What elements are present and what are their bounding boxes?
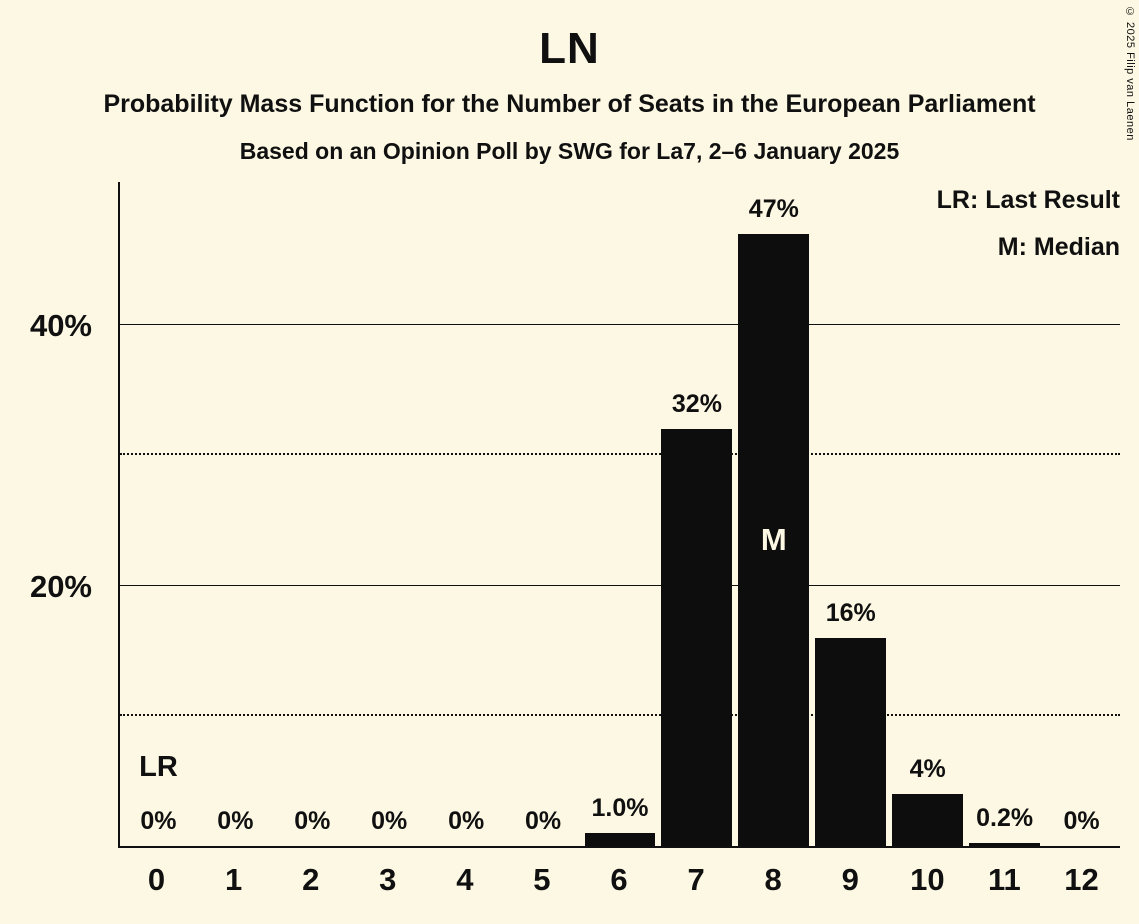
bars-layer: 0% LR 0% 0% 0% 0% 0% 1.0% 32% 47% M 16% 4% 0.2% 0%	[120, 182, 1120, 846]
chart-subtitle: Probability Mass Function for the Number…	[103, 90, 1036, 118]
bar-value-label: 1.0%	[591, 793, 649, 822]
bar-value-label: 47%	[748, 195, 799, 224]
x-axis-tick-label: 9	[841, 862, 859, 897]
x-axis-tick-label: 3	[379, 862, 397, 897]
x-axis-tick-label: 11	[988, 862, 1021, 897]
bar-value-label: 0%	[217, 807, 254, 835]
bar-value-label: 0%	[448, 807, 485, 835]
bar-value-label: 4%	[909, 754, 946, 783]
bar-seats-11[interactable]	[969, 843, 1041, 846]
y-axis-tick-label: 20%	[29, 568, 92, 604]
bar-slot-10: 4%	[889, 182, 966, 846]
x-axis-tick-label: 4	[456, 862, 474, 897]
gridline-30pct	[120, 453, 1120, 456]
grid-layer	[120, 182, 1120, 846]
x-axis-tick-label: 1	[224, 862, 243, 897]
bar-slot-3: 0%	[351, 182, 428, 846]
gridline-10pct	[120, 713, 1120, 716]
bar-slot-8: 47% M	[735, 182, 812, 846]
bar-value-label: 0%	[524, 807, 562, 835]
x-axis-tick-label: 7	[687, 862, 705, 897]
legend-last-result: LR: Last Result	[936, 186, 1120, 214]
bar-slot-11: 0.2%	[966, 182, 1043, 846]
median-marker: M	[760, 522, 787, 558]
legend: LR: Last Result M: Median	[937, 186, 1120, 280]
bar-value-label: 0%	[371, 807, 408, 835]
x-axis-tick-label: 6	[610, 862, 628, 897]
bar-seats-9[interactable]	[815, 637, 887, 846]
bar-value-label: 16%	[825, 598, 876, 627]
bar-value-label: 0%	[1063, 807, 1100, 835]
bar-slot-1: 0%	[197, 182, 274, 846]
bar-slot-7: 32%	[658, 182, 735, 846]
x-axis-tick-label: 8	[764, 862, 782, 897]
bar-slot-5: 0%	[505, 182, 582, 846]
gridline-40pct	[120, 324, 1120, 326]
bar-seats-10[interactable]	[892, 793, 964, 846]
bar-slot-12: 0%	[1043, 182, 1120, 846]
bar-seats-6[interactable]	[584, 832, 656, 846]
bar-value-label: 0%	[294, 807, 331, 835]
last-result-marker: LR	[139, 751, 178, 783]
legend-median: M: Median	[997, 233, 1120, 261]
chart-title: LN	[539, 24, 600, 73]
x-axis-tick-label: 5	[533, 862, 551, 897]
x-axis-tick-label: 12	[1064, 862, 1099, 897]
bar-slot-9: 16%	[812, 182, 889, 846]
y-axis-tick-label: 40%	[29, 307, 92, 343]
chart-subsubtitle: Based on an Opinion Poll by SWG for La7,…	[239, 138, 900, 164]
bar-slot-0: 0% LR	[120, 182, 197, 846]
bar-value-label: 0.2%	[976, 804, 1034, 833]
x-axis-tick-label: 2	[302, 862, 320, 897]
gridline-20pct	[120, 584, 1120, 586]
bar-value-label: 0%	[140, 807, 177, 835]
y-axis: 20% 40%	[0, 182, 104, 848]
bar-slot-4: 0%	[428, 182, 505, 846]
x-axis-tick-label: 10	[910, 862, 945, 897]
bar-slot-6: 1.0%	[582, 182, 659, 846]
bar-seats-8[interactable]	[738, 234, 810, 846]
copyright-notice: © 2025 Filip van Laenen	[1124, 6, 1136, 141]
bar-seats-7[interactable]	[661, 429, 733, 846]
bar-slot-2: 0%	[274, 182, 351, 846]
x-axis: 0 1 2 3 4 5 6 7 8 9 10 11 12	[118, 862, 1120, 898]
x-axis-tick-label: 0	[147, 862, 166, 897]
plot-area: 0% LR 0% 0% 0% 0% 0% 1.0% 32% 47% M 16% 4% 0.2% 0%	[118, 182, 1120, 848]
bar-value-label: 32%	[671, 390, 722, 419]
